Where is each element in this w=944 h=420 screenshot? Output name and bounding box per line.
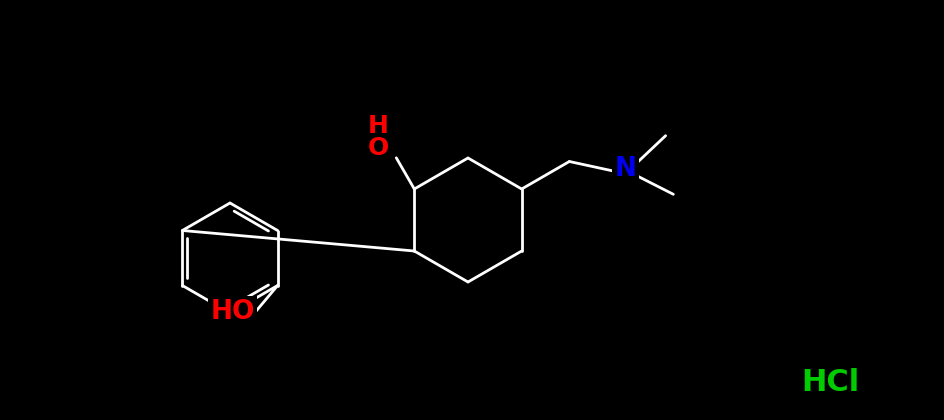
Text: HCl: HCl xyxy=(800,368,858,396)
Text: O: O xyxy=(367,136,389,160)
Text: HO: HO xyxy=(211,299,255,325)
Text: H: H xyxy=(367,114,388,138)
Text: N: N xyxy=(614,156,636,182)
